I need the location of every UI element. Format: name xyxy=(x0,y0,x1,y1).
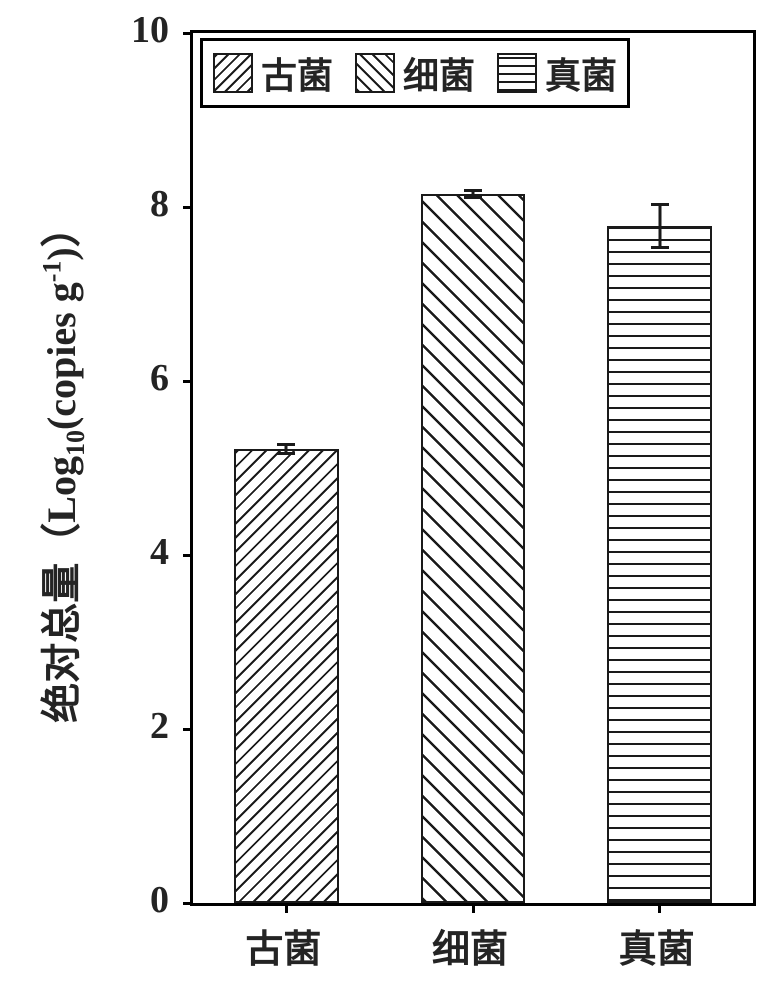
error-bar-cap xyxy=(651,203,669,206)
legend-swatch xyxy=(497,53,537,93)
y-tick xyxy=(183,206,193,209)
bar xyxy=(421,194,526,903)
legend-item: 古菌 xyxy=(213,47,333,99)
x-tick-label: 古菌 xyxy=(245,918,321,973)
bar-chart: 绝对总量（Log10(copies g-1)） 0246810 古菌细菌真菌 古… xyxy=(0,0,780,1000)
y-tick-labels: 0246810 xyxy=(0,30,175,900)
error-bar-cap xyxy=(651,246,669,249)
x-tick-labels: 古菌 细菌 真菌 xyxy=(190,910,750,970)
legend-label: 古菌 xyxy=(261,47,333,99)
y-tick-label: 4 xyxy=(150,530,169,574)
x-tick-label: 真菌 xyxy=(619,918,695,973)
y-tick-label: 2 xyxy=(150,704,169,748)
y-tick xyxy=(183,32,193,35)
y-tick xyxy=(183,380,193,383)
y-tick-label: 0 xyxy=(150,878,169,922)
error-bar-cap xyxy=(464,196,482,199)
y-tick-label: 10 xyxy=(131,8,169,52)
error-bar-cap xyxy=(464,189,482,192)
y-tick xyxy=(183,728,193,731)
error-bar-cap xyxy=(277,443,295,446)
legend: 古菌 细菌 真菌 xyxy=(200,38,630,108)
plot-area xyxy=(190,30,756,906)
y-tick-label: 6 xyxy=(150,356,169,400)
bar xyxy=(234,449,339,903)
y-tick-label: 8 xyxy=(150,182,169,226)
y-tick xyxy=(183,554,193,557)
legend-item: 真菌 xyxy=(497,47,617,99)
legend-item: 细菌 xyxy=(355,47,475,99)
legend-label: 细菌 xyxy=(403,47,475,99)
legend-swatch xyxy=(213,53,253,93)
legend-swatch xyxy=(355,53,395,93)
legend-label: 真菌 xyxy=(545,47,617,99)
error-bar-cap xyxy=(277,452,295,455)
bar xyxy=(607,226,712,903)
y-tick xyxy=(183,902,193,905)
error-bar xyxy=(658,204,661,248)
x-tick-label: 细菌 xyxy=(432,918,508,973)
